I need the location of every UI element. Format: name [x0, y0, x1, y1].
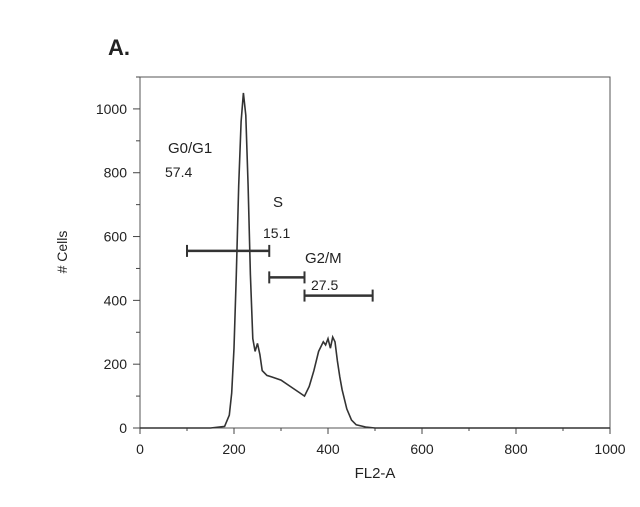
x-tick-label: 0 — [136, 441, 144, 457]
x-tick-label: 200 — [222, 441, 246, 457]
histogram-series-line — [140, 92, 610, 429]
x-tick-label: 1000 — [594, 441, 625, 457]
y-tick-label: 0 — [119, 420, 127, 436]
y-axis-label: # Cells — [54, 231, 70, 274]
gate-name-label: G2/M — [305, 250, 342, 267]
x-tick-label: 800 — [504, 441, 528, 457]
plot-frame — [139, 76, 611, 429]
y-tick-label: 400 — [104, 292, 128, 308]
gate-value-label: 15.1 — [263, 225, 290, 241]
y-tick-label: 800 — [104, 165, 128, 181]
gate-name-label: S — [273, 194, 283, 211]
y-tick-label: 1000 — [96, 101, 127, 117]
x-tick-label: 400 — [316, 441, 340, 457]
y-tick-label: 600 — [104, 229, 128, 245]
x-axis-label: FL2-A — [355, 465, 396, 482]
gate-value-label: 27.5 — [311, 277, 338, 293]
gate-annotations: G0/G1 57.4 S 15.1 G2/M 27.5 — [165, 140, 374, 302]
gate-name-label: G0/G1 — [168, 140, 212, 157]
y-tick-label: 200 — [104, 356, 128, 372]
x-tick-label: 600 — [410, 441, 434, 457]
panel-label: A. — [108, 35, 130, 60]
x-axis: 0 200 400 600 800 1000 — [136, 428, 626, 457]
y-axis: 0 200 400 600 800 1000 — [96, 76, 140, 436]
gate-value-label: 57.4 — [165, 164, 192, 180]
